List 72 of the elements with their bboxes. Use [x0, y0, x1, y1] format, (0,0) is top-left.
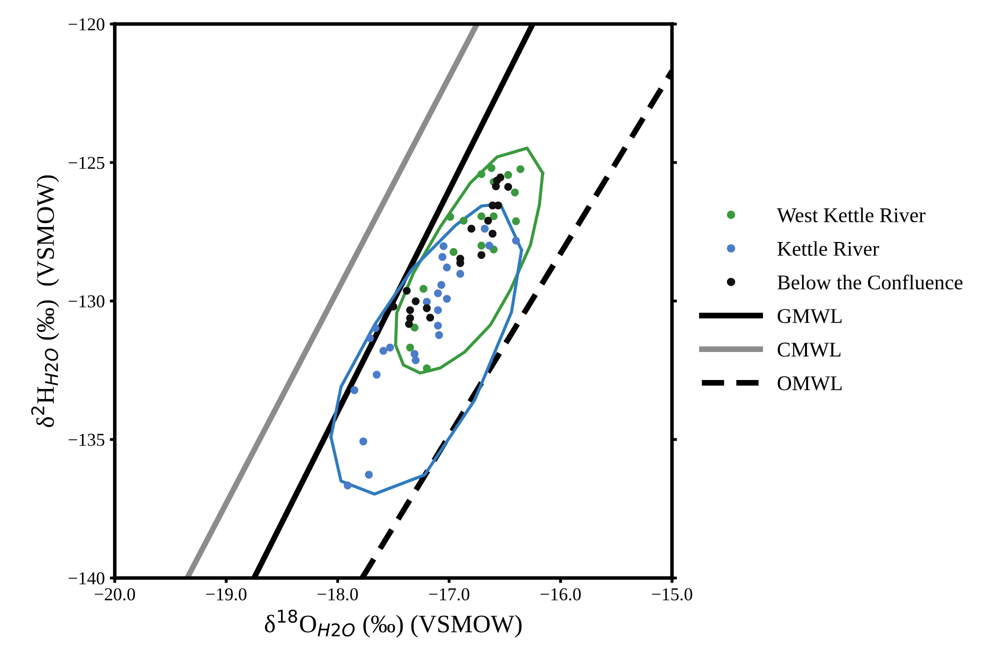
y-tick-label: −135: [68, 434, 104, 446]
point: [366, 334, 374, 342]
x-tick-label: −17.0: [429, 588, 470, 600]
point: [480, 224, 489, 233]
y-tick-label: −125: [68, 156, 104, 169]
point: [446, 212, 454, 221]
y-tick-label: −120: [68, 18, 104, 30]
legend-label: CMWL: [778, 342, 840, 357]
point: [477, 212, 486, 220]
x-axis-title: δ$^{18}$O$_{H2O}$ (‰) (VSMOW): [264, 610, 522, 638]
point: [477, 251, 486, 259]
point: [379, 346, 388, 355]
point: [406, 344, 414, 352]
point: [420, 284, 428, 293]
point: [512, 236, 520, 245]
point: [406, 306, 414, 314]
point: [389, 302, 398, 310]
legend-label: Below the Confluence: [777, 274, 962, 290]
point: [422, 304, 431, 312]
point: [477, 242, 486, 250]
point: [477, 170, 486, 178]
point: [504, 171, 512, 179]
point: [410, 324, 418, 332]
x-tick-label: −18.0: [318, 588, 358, 600]
point: [440, 242, 448, 250]
point: [412, 356, 420, 364]
point: [485, 242, 494, 250]
point: [372, 370, 381, 379]
point: [412, 297, 420, 306]
point: [350, 386, 358, 394]
point: [467, 224, 476, 233]
point: [359, 438, 368, 446]
point: [504, 182, 512, 191]
point: [484, 216, 492, 225]
point: [402, 286, 411, 295]
point: [460, 216, 468, 225]
point: [488, 230, 496, 238]
point: [410, 350, 418, 358]
point: [456, 270, 464, 278]
point: [442, 294, 451, 303]
point: [516, 165, 524, 174]
point: [344, 482, 352, 490]
point: [490, 212, 498, 220]
point: [434, 289, 442, 298]
legend-label: Kettle River: [777, 241, 880, 256]
y-tick-label: −140: [68, 572, 104, 584]
point: [438, 253, 446, 261]
x-tick-label: −19.0: [206, 588, 246, 600]
legend-label: West Kettle River: [776, 208, 926, 222]
point: [364, 470, 373, 479]
legend-label: OMWL: [778, 376, 842, 390]
point: [494, 202, 502, 210]
point: [435, 331, 443, 339]
point: [450, 248, 458, 256]
point: [437, 281, 446, 289]
legend-label: GMWL: [778, 309, 842, 324]
y-tick-label: −130: [68, 295, 104, 308]
point: [386, 344, 394, 352]
y-axis-title: δ$^{2}$H$_{H2O}$ (‰) (VSMOW): [31, 175, 60, 428]
point: [434, 322, 442, 330]
x-tick-label: −15.0: [652, 588, 692, 600]
point: [372, 324, 380, 332]
point: [488, 164, 496, 172]
x-tick-label: −20.0: [94, 588, 135, 600]
point: [512, 217, 520, 226]
point: [493, 176, 501, 184]
point: [442, 264, 451, 272]
point: [405, 320, 413, 328]
point: [426, 314, 434, 322]
point: [434, 306, 442, 314]
point: [510, 188, 519, 196]
x-tick-label: −16.0: [540, 588, 581, 600]
